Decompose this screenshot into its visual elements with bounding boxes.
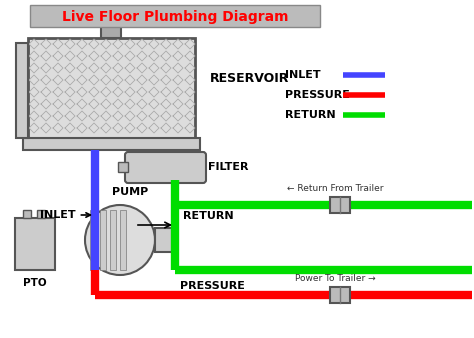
Text: INLET: INLET bbox=[285, 70, 320, 80]
Text: RESERVOIR: RESERVOIR bbox=[210, 72, 289, 84]
Bar bbox=[37, 210, 45, 218]
Text: ← Return From Trailer: ← Return From Trailer bbox=[287, 184, 383, 193]
Bar bbox=[105, 12, 117, 20]
FancyBboxPatch shape bbox=[125, 152, 206, 183]
Bar bbox=[330, 197, 350, 213]
Bar bbox=[16, 43, 28, 138]
Text: RETURN: RETURN bbox=[285, 110, 336, 120]
Text: Live Floor Plumbing Diagram: Live Floor Plumbing Diagram bbox=[62, 10, 288, 24]
Bar bbox=[100, 210, 106, 270]
Text: PTO: PTO bbox=[23, 278, 47, 288]
Bar bbox=[110, 210, 116, 270]
Circle shape bbox=[85, 205, 155, 275]
Text: PRESSURE: PRESSURE bbox=[180, 281, 245, 291]
Bar bbox=[90, 210, 96, 270]
Bar bbox=[330, 287, 350, 303]
Bar bbox=[30, 5, 320, 27]
Text: RETURN: RETURN bbox=[183, 211, 234, 221]
Bar bbox=[23, 210, 31, 218]
Text: INLET: INLET bbox=[40, 210, 91, 220]
Bar bbox=[118, 162, 128, 172]
Text: Power To Trailer →: Power To Trailer → bbox=[295, 274, 375, 283]
Bar bbox=[28, 38, 195, 138]
Text: PRESSURE: PRESSURE bbox=[285, 90, 350, 100]
Bar bbox=[101, 20, 121, 38]
Bar bbox=[155, 228, 173, 252]
Text: PUMP: PUMP bbox=[112, 187, 148, 197]
Text: FILTER: FILTER bbox=[208, 162, 248, 172]
Bar bbox=[23, 138, 200, 150]
Bar bbox=[120, 210, 126, 270]
Bar bbox=[15, 218, 55, 270]
